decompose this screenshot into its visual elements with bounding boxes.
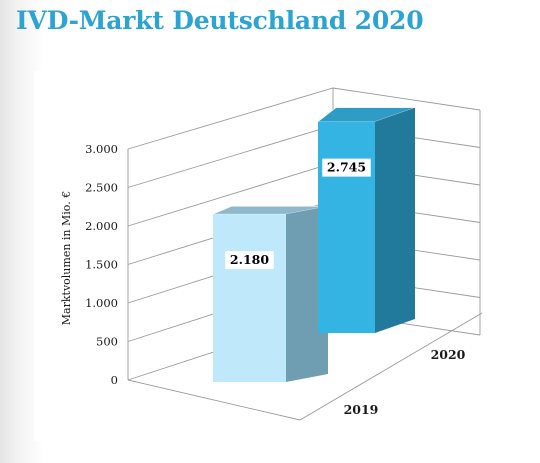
x-tick-label-2020: 2020 bbox=[431, 347, 466, 362]
gridline-2500 bbox=[127, 125, 481, 188]
y-tick-label-2500: 2.500 bbox=[85, 181, 118, 195]
data-label-box-2020 bbox=[322, 158, 371, 177]
bar-layer bbox=[212, 107, 416, 382]
y-axis-label: Marktvolumen in Mio. € bbox=[60, 191, 73, 325]
y-tick-label-1000: 1.000 bbox=[85, 296, 118, 310]
y-tick-label-0: 0 bbox=[111, 373, 118, 387]
bar-2019 bbox=[213, 214, 286, 382]
y-tick-label-3000: 3.000 bbox=[85, 142, 118, 156]
floor-edge bbox=[127, 312, 483, 421]
y-tick-label-500: 500 bbox=[96, 335, 118, 349]
bar-side-2020 bbox=[375, 107, 415, 333]
label-layer: 2.180 2019 2.745 2020 bbox=[225, 158, 466, 417]
page-title: IVD-Markt Deutschland 2020 bbox=[16, 6, 424, 35]
data-label-box-2019 bbox=[225, 251, 274, 270]
y-tick-label-2000: 2.000 bbox=[85, 219, 118, 233]
bar-side-2019 bbox=[286, 206, 328, 382]
tick-layer: 0 500 1.000 1.500 2.000 2.500 3.000 Marktvolume… bbox=[60, 142, 118, 387]
bar-2020 bbox=[318, 121, 375, 333]
x-tick-label-2019: 2019 bbox=[344, 402, 379, 417]
data-label-2020: 2.745 bbox=[327, 160, 366, 175]
data-label-2019: 2.180 bbox=[230, 252, 269, 267]
y-tick-label-1500: 1.500 bbox=[85, 258, 118, 272]
